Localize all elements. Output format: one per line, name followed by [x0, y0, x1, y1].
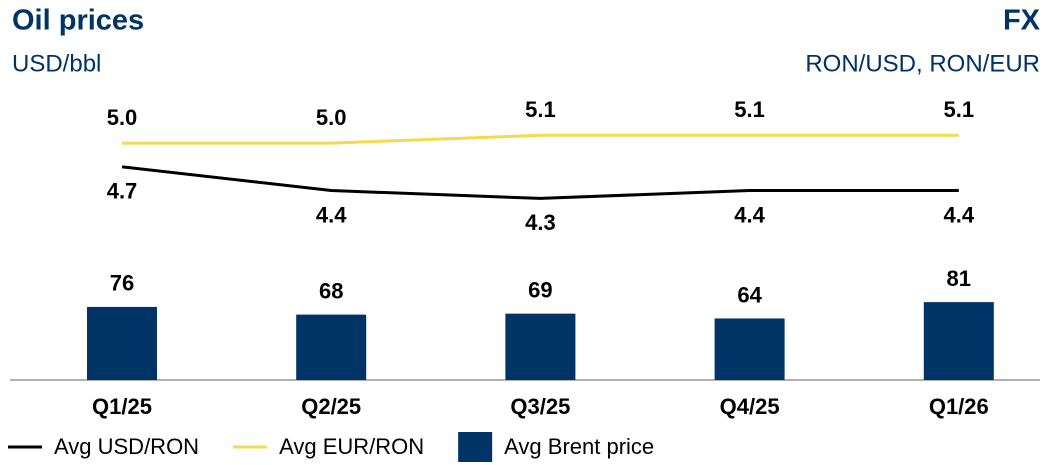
bar	[296, 314, 367, 380]
line	[121, 165, 959, 200]
bar	[714, 318, 785, 380]
data-label: 4.4	[316, 202, 347, 227]
right-title: FX	[1003, 5, 1041, 37]
data-label: 81	[947, 266, 971, 291]
x-tick-label: Q4/25	[720, 394, 780, 419]
data-label: 4.4	[944, 202, 975, 227]
legend-label: Avg EUR/RON	[279, 434, 424, 459]
x-tick-label: Q1/26	[929, 394, 989, 419]
data-label: 5.1	[944, 97, 975, 122]
bar	[87, 306, 157, 380]
bar	[923, 302, 994, 380]
data-label: 5.0	[107, 105, 138, 130]
legend-label: Avg USD/RON	[54, 434, 199, 459]
line	[122, 133, 959, 145]
x-tick-label: Q1/25	[92, 394, 152, 419]
chart-title: Oil prices	[12, 5, 144, 37]
data-label: 69	[528, 277, 552, 302]
data-label: 5.1	[525, 97, 556, 122]
data-label: 4.4	[734, 202, 765, 227]
data-label: 4.3	[525, 210, 556, 235]
data-label: 5.0	[316, 105, 347, 130]
bar	[505, 313, 576, 380]
data-label: 76	[110, 271, 134, 296]
data-label: 68	[319, 278, 343, 303]
chart-subtitle: USD/bbl	[12, 50, 101, 77]
legend-label: Avg Brent price	[504, 434, 654, 459]
right-subtitle: RON/USD, RON/EUR	[805, 50, 1040, 77]
x-tick-label: Q2/25	[301, 394, 361, 419]
data-label: 5.1	[734, 97, 765, 122]
data-label: 64	[737, 282, 762, 307]
data-label: 4.7	[107, 179, 138, 204]
legend-swatch	[458, 432, 493, 462]
x-tick-label: Q3/25	[510, 394, 570, 419]
